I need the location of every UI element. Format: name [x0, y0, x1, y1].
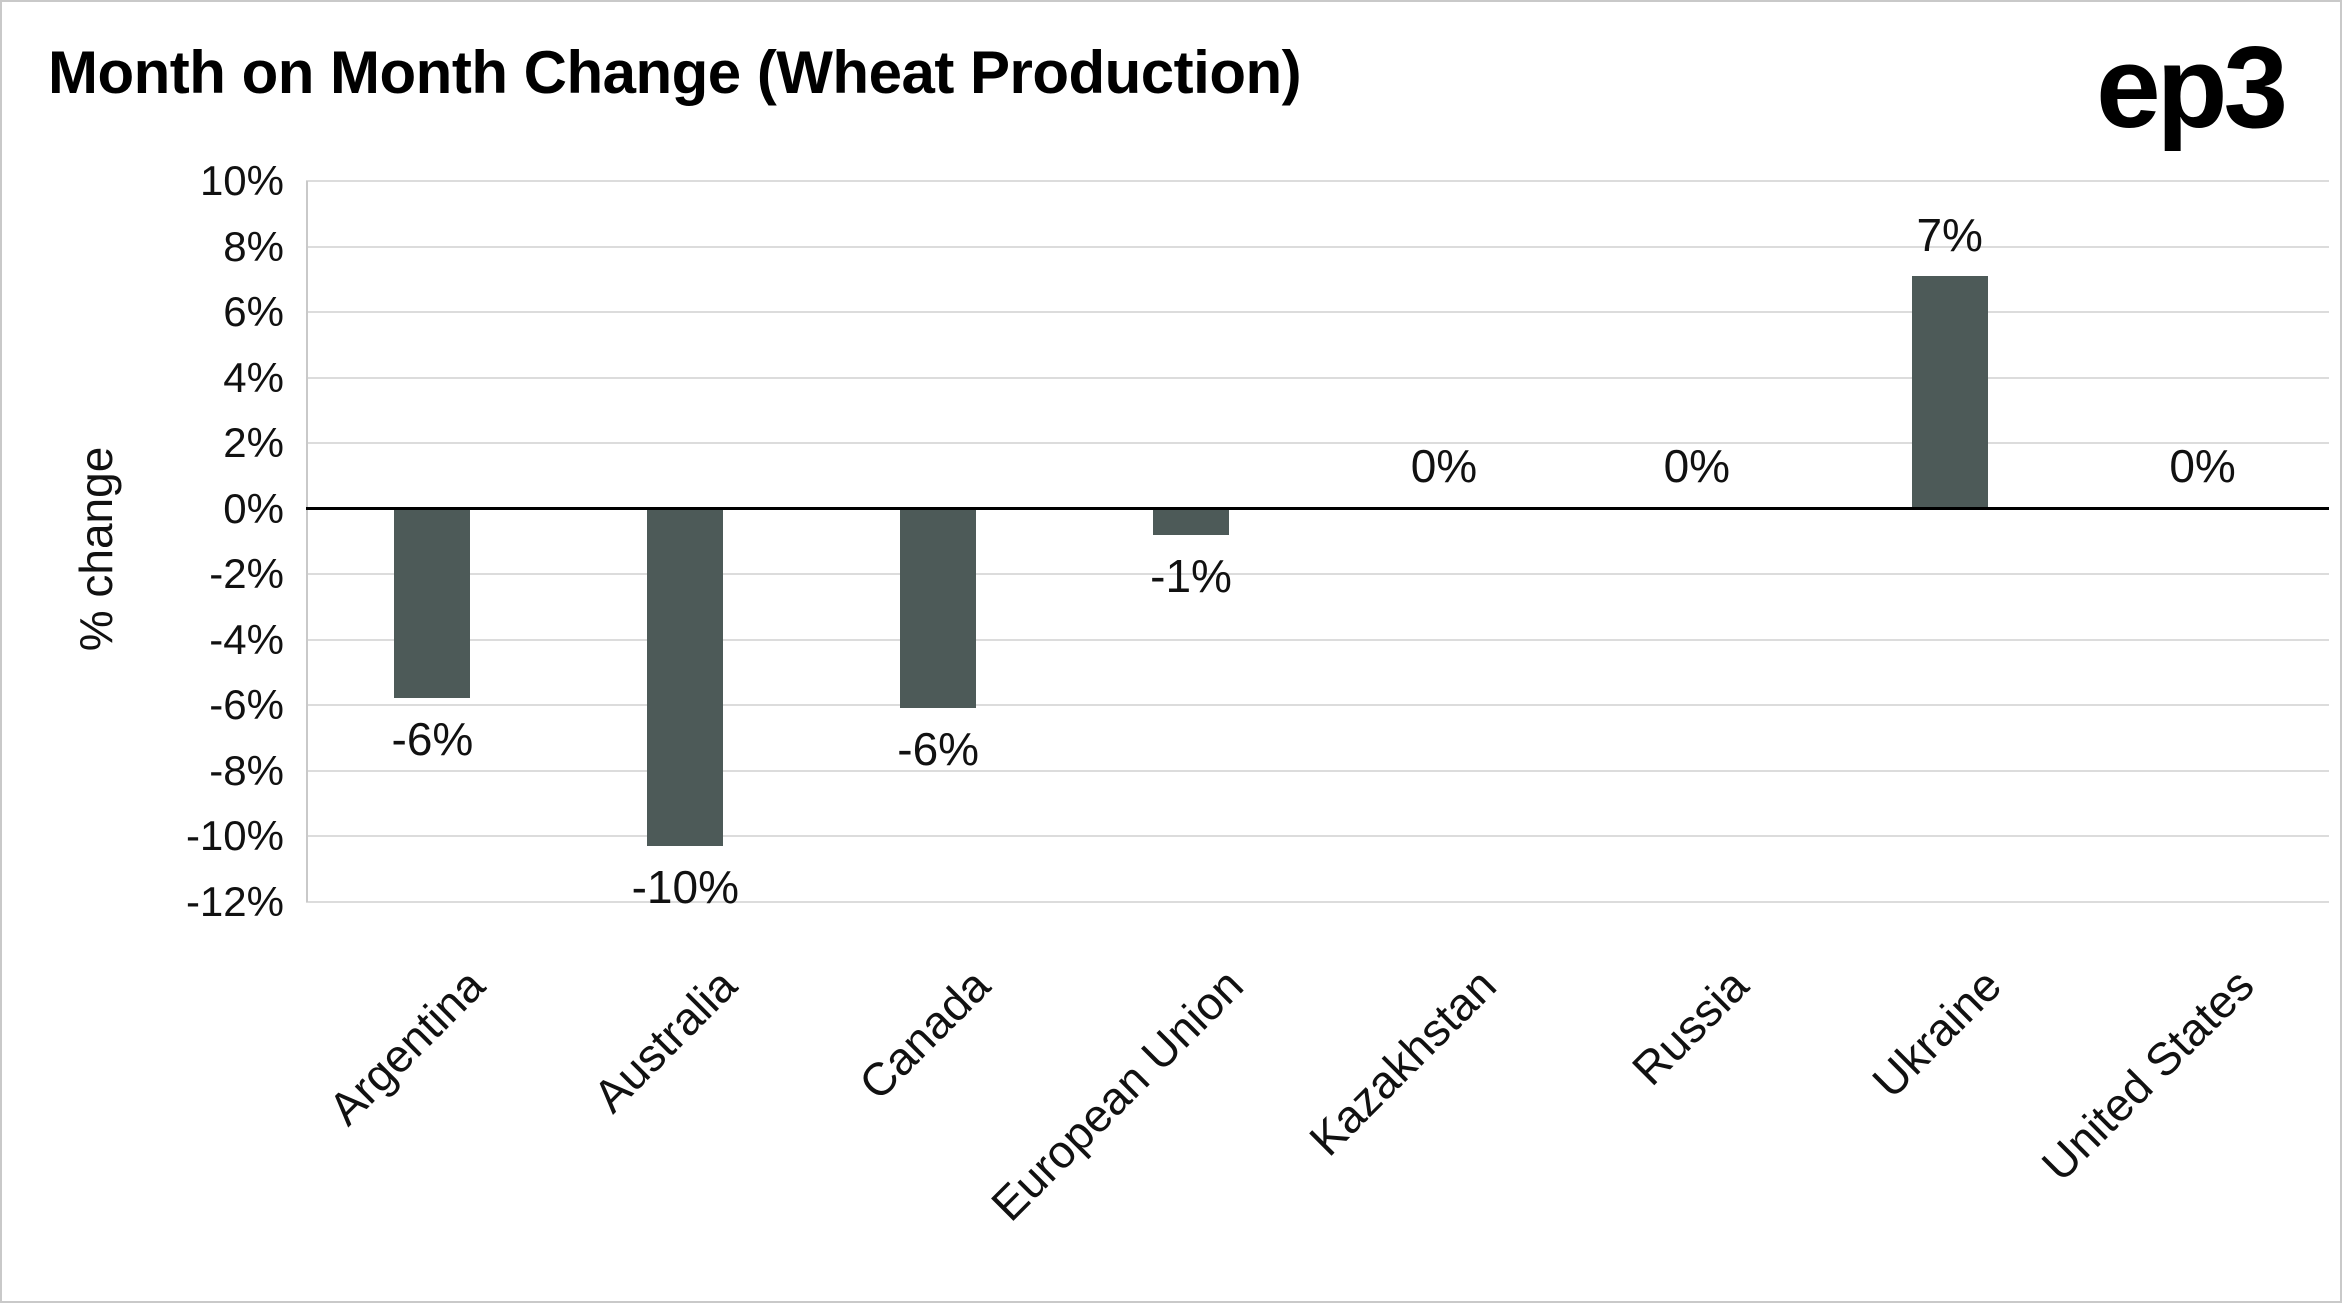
x-axis-label-text: Canada	[848, 958, 1000, 1109]
bar-value-label-ukraine: 7%	[1916, 208, 1983, 261]
x-axis-label-text: Argentina	[317, 958, 494, 1135]
gridline	[306, 638, 2329, 641]
bar-ukraine	[1911, 275, 1988, 509]
y-tick-label: -8%	[209, 746, 284, 794]
bar-european-union	[1153, 508, 1230, 535]
bar-value-label-canada: -6%	[897, 723, 980, 776]
gridline	[306, 245, 2329, 248]
bar-value-label-australia: -10%	[631, 860, 740, 913]
bar-value-label-united-states: 0%	[2169, 439, 2236, 492]
bar-value-label-european-union: -1%	[1150, 549, 1232, 602]
gridline	[306, 442, 2329, 444]
chart-title: Month on Month Change (Wheat Production)	[48, 39, 1302, 106]
gridline	[306, 900, 2329, 903]
y-tick-label: -6%	[209, 681, 284, 728]
x-axis-label-text: Kazakhstan	[1298, 958, 1506, 1165]
bar-value-label-argentina: -6%	[391, 713, 474, 766]
y-tick-label: 4%	[223, 353, 284, 401]
gridline	[306, 769, 2329, 772]
y-tick-label: 8%	[223, 222, 284, 270]
ep3-logo: ep3	[2096, 22, 2288, 152]
y-tick-label: 6%	[223, 288, 284, 335]
x-axis-label-text: Australia	[583, 958, 747, 1122]
gridline	[306, 376, 2329, 379]
bar-argentina	[394, 508, 471, 699]
gridline	[306, 573, 2329, 575]
gridline	[306, 704, 2329, 706]
y-tick-label: -10%	[185, 812, 284, 859]
y-tick-label: 10%	[199, 157, 284, 204]
bar-australia	[647, 508, 724, 846]
y-tick-label: 0%	[223, 484, 284, 532]
zero-axis-line	[306, 507, 2329, 510]
y-tick-label: -12%	[185, 877, 284, 925]
bar-value-label-russia: 0%	[1663, 439, 1731, 492]
x-axis-label-text: Ukraine	[1862, 958, 2012, 1108]
bar-value-label-kazakhstan: 0%	[1410, 439, 1478, 492]
gridline	[306, 180, 2329, 182]
y-tick-label: -2%	[209, 550, 284, 597]
bar-canada	[900, 508, 977, 709]
y-tick-label: 2%	[223, 419, 284, 466]
x-axis-label-text: United States	[2031, 958, 2265, 1191]
gridline	[306, 311, 2329, 313]
x-axis-label-text: Russia	[1622, 958, 1759, 1095]
x-axis-label-text: European Union	[980, 958, 1253, 1231]
y-tick-label: -4%	[209, 615, 284, 663]
gridline	[306, 835, 2329, 837]
y-axis-line	[306, 181, 308, 902]
